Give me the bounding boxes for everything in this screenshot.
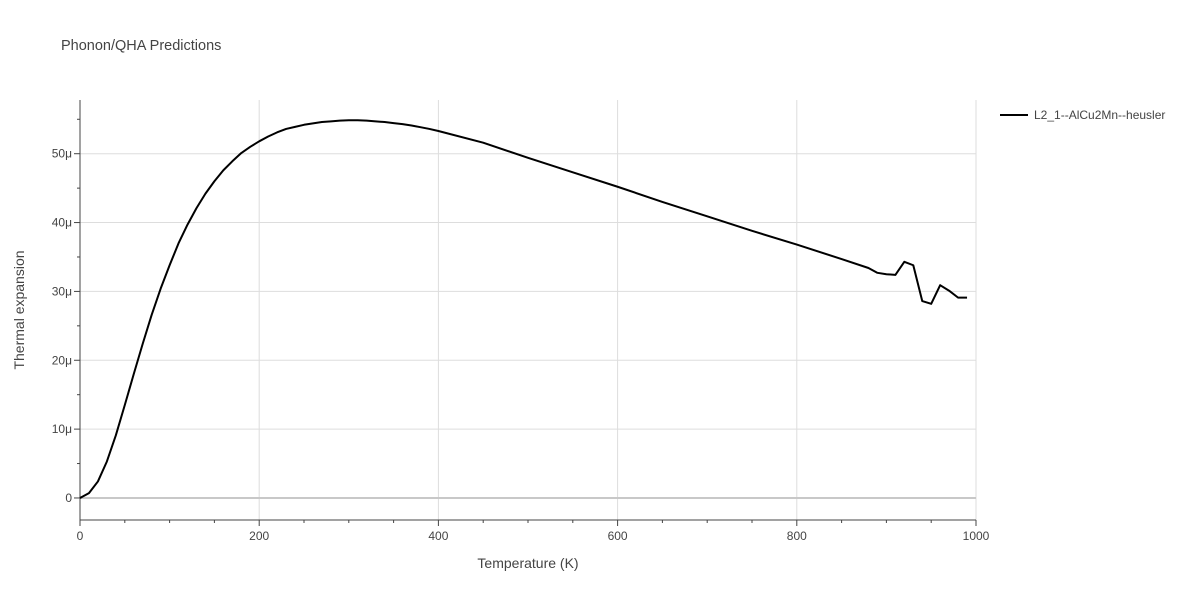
x-tick-label: 400 — [428, 529, 448, 543]
y-tick-label: 10μ — [52, 422, 72, 436]
x-tick-label: 600 — [608, 529, 628, 543]
x-axis-label: Temperature (K) — [477, 555, 578, 571]
axis-layer: 0 200 400 600 800 1000 0 10μ 20μ 30μ 40μ 50μ — [52, 100, 990, 543]
x-tick-label: 800 — [787, 529, 807, 543]
y-tick-label: 40μ — [52, 216, 72, 230]
series-layer — [79, 119, 968, 499]
y-tick-label: 20μ — [52, 353, 72, 367]
legend[interactable]: L2_1--AlCu2Mn--heusler — [1000, 108, 1165, 122]
grid-layer — [80, 100, 977, 520]
x-tick-label: 0 — [77, 529, 84, 543]
chart-title: Phonon/QHA Predictions — [61, 38, 221, 54]
x-tick-label: 200 — [249, 529, 269, 543]
series-line — [79, 119, 968, 499]
x-tick-label: 1000 — [963, 529, 990, 543]
y-tick-label: 0 — [65, 491, 72, 505]
y-axis-label: Thermal expansion — [11, 250, 27, 369]
y-tick-label: 50μ — [52, 147, 72, 161]
legend-label[interactable]: L2_1--AlCu2Mn--heusler — [1034, 108, 1165, 122]
y-tick-label: 30μ — [52, 284, 72, 298]
